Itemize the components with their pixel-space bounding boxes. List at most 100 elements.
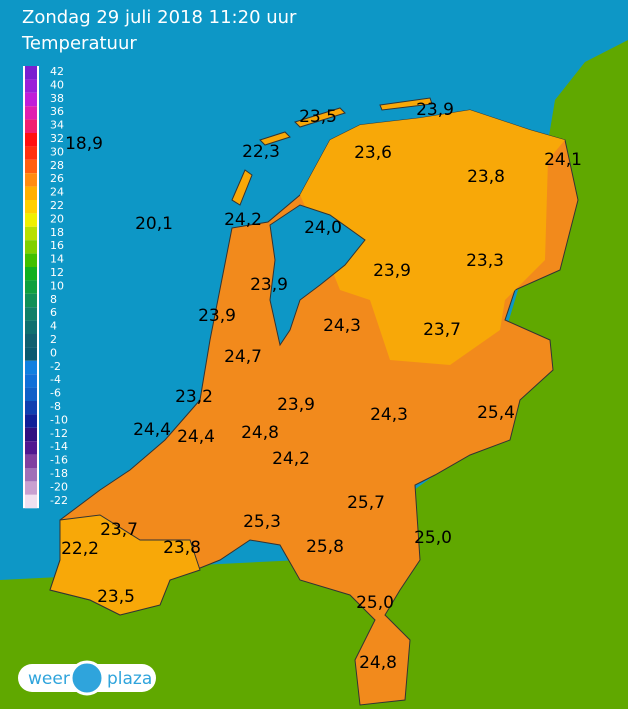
legend-swatch — [25, 374, 37, 388]
legend-swatch — [25, 360, 37, 375]
legend-label: 0 — [50, 346, 57, 359]
station-value: 23,8 — [467, 167, 505, 187]
south-west-zone — [49, 514, 201, 616]
station-value: 24,8 — [359, 653, 397, 673]
station-value: 24,8 — [241, 423, 279, 443]
station-value: 23,9 — [250, 275, 288, 295]
legend-swatch — [25, 119, 37, 133]
legend-swatch — [25, 494, 37, 509]
legend-label: -14 — [50, 440, 68, 453]
station-value: 24,1 — [544, 150, 582, 170]
station-value: 23,7 — [423, 320, 461, 340]
legend-label: 8 — [50, 293, 57, 306]
station-value: 25,0 — [356, 593, 394, 613]
legend-swatch — [25, 173, 37, 187]
station-value: 24,3 — [323, 316, 361, 336]
legend-label: 38 — [50, 92, 64, 105]
station-value: 23,3 — [466, 251, 504, 271]
legend-swatch — [25, 92, 37, 107]
legend-swatch — [25, 146, 37, 160]
legend: 424038363432302826242220181614121086420-… — [23, 65, 68, 509]
legend-label: 24 — [50, 186, 64, 199]
station-value: 23,9 — [373, 261, 411, 281]
legend-label: -6 — [50, 387, 61, 400]
legend-label: -4 — [50, 373, 61, 386]
legend-label: -10 — [50, 413, 68, 426]
legend-swatch — [25, 441, 37, 455]
legend-label: 26 — [50, 172, 64, 185]
legend-swatch — [25, 253, 37, 267]
station-value: 23,7 — [100, 520, 138, 540]
legend-swatch — [25, 213, 37, 227]
legend-label: 30 — [50, 145, 64, 158]
stations: 18,9 23,5 23,9 22,3 23,6 24,1 23,8 20,1 24,2 24,0… — [61, 100, 582, 673]
legend-label: 12 — [50, 266, 64, 279]
legend-swatch — [25, 401, 37, 415]
wadden-island — [294, 107, 346, 128]
station-value: 18,9 — [65, 134, 103, 154]
wadden-island — [259, 131, 291, 146]
legend-label: 34 — [50, 119, 64, 132]
legend-swatch — [25, 468, 37, 482]
north-zone — [300, 110, 565, 365]
legend-swatch — [25, 106, 37, 120]
legend-swatch — [25, 133, 37, 147]
legend-swatch — [25, 240, 37, 254]
station-value: 23,9 — [198, 306, 236, 326]
station-value: 22,2 — [61, 539, 99, 559]
legend-swatch — [25, 427, 37, 442]
legend-label: 10 — [50, 279, 64, 292]
legend-swatch — [25, 226, 37, 241]
legend-label: 42 — [50, 65, 64, 78]
station-value: 25,0 — [414, 528, 452, 548]
legend-swatch — [25, 454, 37, 468]
legend-swatch — [25, 320, 37, 334]
station-value: 24,2 — [224, 210, 262, 230]
ijsselmeer — [269, 204, 366, 347]
land-neighbours — [0, 40, 628, 709]
legend-label: 40 — [50, 78, 64, 91]
legend-label: -16 — [50, 454, 68, 467]
legend-swatch — [25, 186, 37, 200]
station-value: 23,8 — [163, 538, 201, 558]
legend-label: 14 — [50, 253, 64, 266]
station-value: 24,2 — [272, 449, 310, 469]
legend-swatch — [25, 267, 37, 281]
station-value: 23,5 — [97, 587, 135, 607]
legend-label: -12 — [50, 427, 68, 440]
station-value: 25,8 — [306, 537, 344, 557]
legend-swatch — [25, 307, 37, 321]
legend-swatch — [25, 481, 37, 495]
legend-label: -2 — [50, 360, 61, 373]
station-value: 20,1 — [135, 214, 173, 234]
legend-label: -8 — [50, 400, 61, 413]
legend-label: 2 — [50, 333, 57, 346]
legend-label: 16 — [50, 239, 64, 252]
logo[interactable]: weer plaza — [18, 660, 156, 696]
station-value: 23,9 — [277, 395, 315, 415]
station-value: 24,3 — [370, 405, 408, 425]
logo-left: weer — [28, 669, 70, 689]
legend-label: -18 — [50, 467, 68, 480]
station-value: 23,2 — [175, 387, 213, 407]
station-value: 23,6 — [354, 143, 392, 163]
legend-swatch — [25, 159, 37, 174]
legend-label: 6 — [50, 306, 57, 319]
legend-label: 28 — [50, 159, 64, 172]
legend-swatch — [25, 347, 37, 361]
station-value: 23,5 — [299, 107, 337, 127]
legend-label: 22 — [50, 199, 64, 212]
legend-label: 32 — [50, 132, 64, 145]
legend-swatch — [25, 334, 37, 348]
legend-swatch — [25, 414, 37, 428]
station-value: 25,3 — [243, 512, 281, 532]
logo-right: plaza — [107, 669, 152, 689]
legend-label: 4 — [50, 320, 57, 333]
legend-label: 20 — [50, 212, 64, 225]
title: Zondag 29 juli 2018 11:20 uur — [22, 7, 297, 28]
station-value: 22,3 — [242, 142, 280, 162]
station-value: 24,0 — [304, 218, 342, 238]
wadden-island — [231, 169, 253, 206]
legend-label: -22 — [50, 494, 68, 507]
